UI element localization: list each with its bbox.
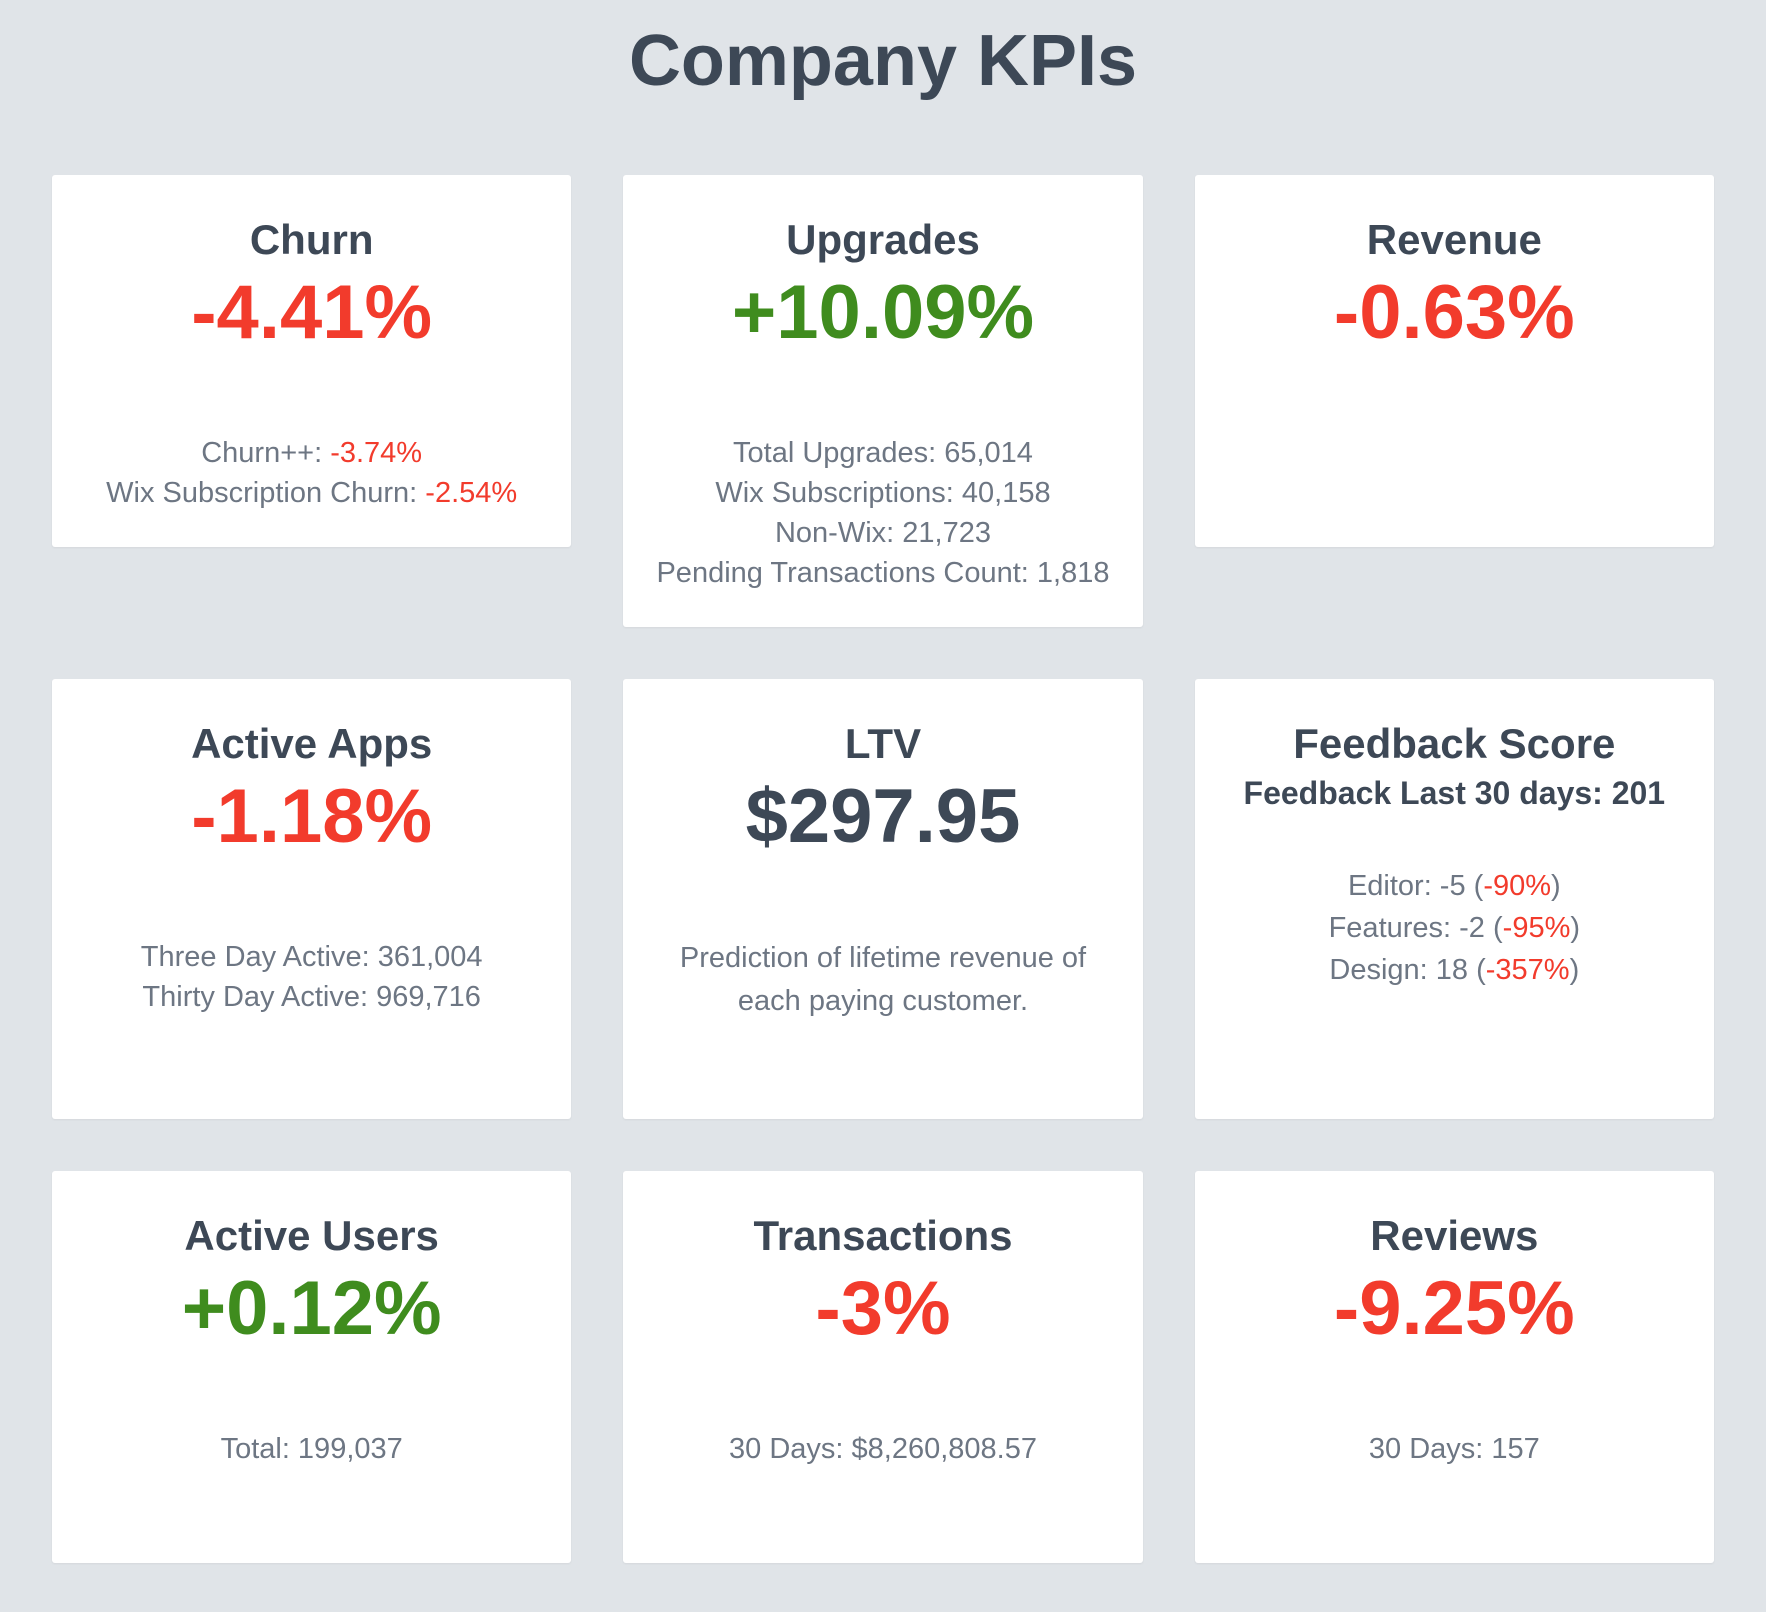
kpi-value: -9.25%	[1333, 1266, 1575, 1352]
card-title: Upgrades	[786, 215, 980, 263]
detail-line: Churn++: -3.74%	[76, 433, 547, 473]
kpi-value: -1.18%	[191, 774, 433, 860]
kpi-card-churn: Churn -4.41% Churn++: -3.74% Wix Subscri…	[52, 174, 572, 547]
kpi-card-reviews: Reviews -9.25% 30 Days: 157	[1194, 1170, 1714, 1563]
kpi-card-active-apps: Active Apps -1.18% Three Day Active: 361…	[52, 678, 572, 1119]
card-title: Active Apps	[191, 719, 433, 767]
detail-line: 30 Days: 157	[1368, 1432, 1540, 1465]
detail-line: Wix Subscriptions: 40,158	[715, 476, 1051, 509]
kpi-details: 30 Days: $8,260,808.57	[647, 1429, 1118, 1469]
kpi-card-transactions: Transactions -3% 30 Days: $8,260,808.57	[623, 1170, 1143, 1563]
kpi-description: Prediction of lifetime revenue of each p…	[679, 941, 1087, 1018]
kpi-card-active-users: Active Users +0.12% Total: 199,037	[52, 1170, 572, 1563]
detail-suffix: )	[1551, 869, 1561, 902]
kpi-value: -3%	[815, 1266, 951, 1352]
dashboard-title: Company KPIs	[628, 21, 1138, 101]
kpi-value: +0.12%	[181, 1266, 442, 1352]
detail-line: Total: 199,037	[220, 1432, 403, 1465]
kpi-details: Three Day Active: 361,004 Thirty Day Act…	[76, 937, 547, 1017]
kpi-card-upgrades: Upgrades +10.09% Total Upgrades: 65,014 …	[623, 174, 1143, 627]
detail-suffix: )	[1570, 911, 1581, 944]
kpi-card-feedback-score: Feedback Score Feedback Last 30 days: 20…	[1194, 678, 1714, 1119]
kpi-value: -0.63%	[1333, 270, 1575, 356]
detail-line: Non-Wix: 21,723	[774, 516, 991, 549]
detail-value: -3.74%	[330, 436, 423, 469]
kpi-card-ltv: LTV $297.95 Prediction of lifetime reven…	[623, 678, 1143, 1119]
kpi-value: -4.41%	[191, 270, 433, 356]
card-title: Transactions	[753, 1211, 1013, 1259]
detail-line: 30 Days: $8,260,808.57	[729, 1432, 1037, 1465]
kpi-subtitle: Feedback Last 30 days: 201	[1243, 775, 1666, 812]
kpi-card-revenue: Revenue -0.63%	[1194, 174, 1714, 547]
card-title: Feedback Score	[1293, 719, 1616, 767]
card-title: Reviews	[1370, 1211, 1539, 1259]
detail-line: Design: 18 (-357%)	[1219, 949, 1690, 991]
kpi-details: Churn++: -3.74% Wix Subscription Churn: …	[76, 433, 547, 513]
detail-label: Editor: -5 (	[1347, 869, 1484, 902]
detail-line: Thirty Day Active: 969,716	[142, 980, 481, 1013]
kpi-grid: Churn -4.41% Churn++: -3.74% Wix Subscri…	[52, 174, 1714, 1563]
detail-value: -95%	[1502, 911, 1571, 944]
card-title: Churn	[249, 215, 374, 263]
kpi-value: +10.09%	[731, 270, 1035, 356]
kpi-value: $297.95	[745, 774, 1021, 860]
detail-label: Design: 18 (	[1329, 953, 1486, 986]
detail-value: -2.54%	[425, 476, 518, 509]
detail-line: Wix Subscription Churn: -2.54%	[76, 473, 547, 513]
kpi-details: Editor: -5 (-90%) Features: -2 (-95%) De…	[1219, 865, 1690, 991]
detail-label: Features: -2 (	[1328, 911, 1503, 944]
detail-label: Wix Subscription Churn:	[106, 476, 426, 509]
detail-value: -90%	[1483, 869, 1552, 902]
kpi-details: 30 Days: 157	[1219, 1429, 1690, 1469]
card-title: Active Users	[184, 1211, 439, 1259]
detail-line: Total Upgrades: 65,014	[733, 436, 1033, 469]
detail-suffix: )	[1569, 953, 1580, 986]
detail-line: Features: -2 (-95%)	[1219, 907, 1690, 949]
detail-line: Three Day Active: 361,004	[140, 940, 483, 973]
detail-label: Churn++:	[201, 436, 331, 469]
detail-value: -357%	[1485, 953, 1570, 986]
detail-line: Pending Transactions Count: 1,818	[656, 556, 1110, 589]
detail-line: Editor: -5 (-90%)	[1219, 865, 1690, 907]
card-title: Revenue	[1366, 215, 1542, 263]
kpi-details: Total Upgrades: 65,014 Wix Subscriptions…	[647, 433, 1118, 593]
card-title: LTV	[844, 719, 922, 767]
kpi-details: Total: 199,037	[76, 1429, 547, 1469]
